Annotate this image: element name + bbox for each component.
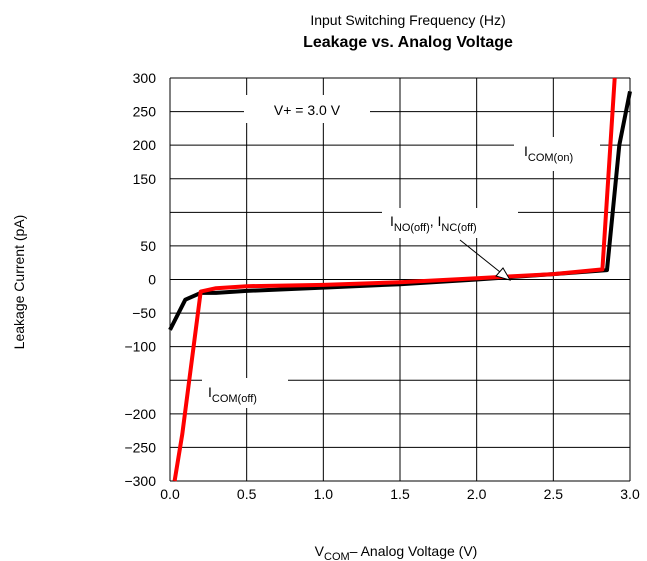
y-tick-labels: 300 250 200 150 50 0 −50 −100 −200 −250 −300 — [124, 70, 156, 489]
com-off-label: ICOM(off) — [208, 384, 257, 405]
com-on-label: ICOM(on) — [524, 143, 573, 164]
x-tick-label: 3.0 — [620, 486, 640, 502]
no-nc-off-arrowhead — [495, 267, 512, 281]
y-tick-label: −200 — [124, 406, 156, 422]
y-tick-label: 250 — [133, 104, 157, 120]
com-off-main: I — [208, 384, 212, 400]
y-tick-label: 200 — [133, 137, 157, 153]
series-line-black — [168, 91, 632, 331]
chart-supertitle: Input Switching Frequency (Hz) — [310, 12, 505, 28]
no-off-sub: NO(off) — [394, 222, 430, 234]
no-nc-off-label-bg — [382, 208, 518, 238]
nc-off-sub: NC(off) — [441, 222, 476, 234]
com-off-label-bg — [202, 378, 288, 408]
y-tick-label: −100 — [124, 339, 156, 355]
com-on-main: I — [524, 143, 528, 159]
x-axis-label-main: V — [315, 543, 325, 559]
x-tick-label: 1.0 — [314, 486, 334, 502]
y-tick-label: −50 — [132, 305, 156, 321]
x-tick-labels: 0.0 0.5 1.0 1.5 2.0 2.5 3.0 — [160, 486, 640, 502]
no-off-main: I — [390, 213, 394, 229]
y-tick-label: 0 — [148, 272, 156, 288]
x-tick-label: 2.5 — [544, 486, 564, 502]
nc-off-main: I — [438, 213, 442, 229]
x-axis-label-rest: – Analog Voltage (V) — [350, 543, 478, 559]
y-tick-label: −250 — [124, 439, 156, 455]
x-tick-label: 0.5 — [237, 486, 257, 502]
no-nc-separator: , — [430, 213, 438, 229]
y-tick-label: 50 — [140, 238, 156, 254]
x-axis-label-sub: COM — [324, 551, 350, 561]
series-line-red — [172, 77, 617, 482]
y-tick-label: 300 — [133, 70, 157, 86]
com-off-sub: COM(off) — [212, 393, 257, 405]
com-on-label-bg — [514, 137, 600, 171]
x-tick-label: 2.0 — [467, 486, 487, 502]
x-tick-label: 0.0 — [160, 486, 180, 502]
supply-label-bg — [244, 95, 370, 123]
x-tick-label: 1.5 — [390, 486, 410, 502]
y-tick-label: 150 — [133, 171, 157, 187]
y-axis-label: Leakage Current (pA) — [11, 215, 27, 350]
chart-title: Leakage vs. Analog Voltage — [303, 34, 513, 51]
y-tick-label: −300 — [124, 473, 156, 489]
series-layer — [168, 77, 632, 482]
x-axis-label: VCOM– Analog Voltage (V) — [315, 543, 478, 561]
supply-voltage-label: V+ = 3.0 V — [274, 102, 341, 118]
com-on-sub: COM(on) — [528, 152, 573, 164]
no-nc-off-label: INO(off), INC(off) — [390, 213, 477, 234]
no-nc-off-arrow — [459, 239, 501, 273]
